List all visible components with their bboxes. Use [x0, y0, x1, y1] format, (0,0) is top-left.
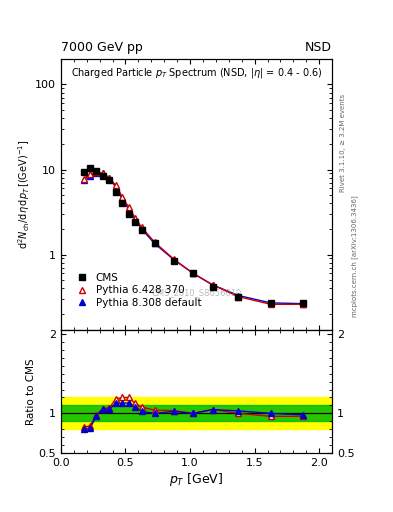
X-axis label: $p_T$ [GeV]: $p_T$ [GeV]: [169, 471, 224, 488]
Pythia 8.308 default: [120, 196, 125, 202]
Pythia 8.308 default: [191, 270, 196, 276]
Pythia 6.428 370: [301, 301, 305, 307]
Pythia 8.308 default: [210, 282, 215, 288]
Line: Pythia 6.428 370: Pythia 6.428 370: [81, 169, 306, 307]
Line: Pythia 8.308 default: Pythia 8.308 default: [81, 170, 306, 306]
Text: 7000 GeV pp: 7000 GeV pp: [61, 41, 143, 54]
CMS: [81, 169, 86, 175]
Bar: [61, 406, 332, 421]
Text: mcplots.cern.ch [arXiv:1306.3436]: mcplots.cern.ch [arXiv:1306.3436]: [352, 195, 358, 317]
Pythia 6.428 370: [120, 194, 125, 200]
Pythia 6.428 370: [139, 224, 144, 230]
Pythia 6.428 370: [101, 170, 105, 177]
CMS: [236, 293, 241, 300]
Pythia 6.428 370: [236, 293, 241, 300]
Pythia 6.428 370: [107, 175, 112, 181]
Pythia 8.308 default: [101, 170, 105, 177]
Pythia 6.428 370: [210, 282, 215, 288]
Pythia 8.308 default: [94, 169, 99, 176]
Pythia 8.308 default: [88, 173, 92, 179]
Text: Charged Particle $p_T$ Spectrum (NSD, $|\eta|$ = 0.4 - 0.6): Charged Particle $p_T$ Spectrum (NSD, $|…: [71, 66, 322, 80]
Pythia 8.308 default: [81, 177, 86, 183]
Pythia 8.308 default: [139, 226, 144, 232]
CMS: [126, 211, 131, 217]
Pythia 6.428 370: [133, 215, 138, 221]
CMS: [268, 300, 273, 306]
Pythia 8.308 default: [114, 184, 118, 190]
CMS: [114, 188, 118, 195]
Y-axis label: Ratio to CMS: Ratio to CMS: [26, 358, 36, 425]
Pythia 8.308 default: [107, 175, 112, 181]
Pythia 8.308 default: [133, 216, 138, 222]
Pythia 8.308 default: [268, 300, 273, 306]
Text: Rivet 3.1.10, ≥ 3.2M events: Rivet 3.1.10, ≥ 3.2M events: [340, 94, 346, 193]
CMS: [139, 227, 144, 233]
CMS: [133, 219, 138, 225]
Pythia 6.428 370: [114, 182, 118, 188]
Pythia 6.428 370: [171, 256, 176, 262]
Pythia 6.428 370: [81, 176, 86, 182]
CMS: [210, 284, 215, 290]
Pythia 6.428 370: [152, 239, 157, 245]
CMS: [191, 270, 196, 276]
Pythia 6.428 370: [191, 270, 196, 276]
Pythia 6.428 370: [88, 171, 92, 177]
Pythia 8.308 default: [171, 257, 176, 263]
Text: NSD: NSD: [305, 41, 332, 54]
CMS: [94, 168, 99, 175]
CMS: [120, 200, 125, 206]
CMS: [107, 177, 112, 183]
CMS: [88, 165, 92, 171]
Pythia 8.308 default: [152, 241, 157, 247]
Pythia 6.428 370: [94, 169, 99, 175]
Y-axis label: $\mathrm{d}^2N_\mathrm{ch}/\mathrm{d}\eta\,\mathrm{d}p_T\,[(\mathrm{GeV})^{-1}]$: $\mathrm{d}^2N_\mathrm{ch}/\mathrm{d}\et…: [17, 140, 32, 249]
Bar: [61, 397, 332, 429]
Pythia 8.308 default: [236, 292, 241, 298]
Pythia 8.308 default: [301, 301, 305, 307]
Text: CMS_2010_S8656010: CMS_2010_S8656010: [151, 288, 242, 297]
CMS: [171, 258, 176, 264]
CMS: [152, 241, 157, 247]
CMS: [301, 300, 305, 306]
Pythia 6.428 370: [126, 204, 131, 210]
CMS: [101, 173, 105, 179]
Line: CMS: CMS: [81, 164, 306, 306]
Pythia 6.428 370: [268, 301, 273, 307]
Legend: CMS, Pythia 6.428 370, Pythia 8.308 default: CMS, Pythia 6.428 370, Pythia 8.308 defa…: [72, 270, 204, 311]
Pythia 8.308 default: [126, 206, 131, 212]
